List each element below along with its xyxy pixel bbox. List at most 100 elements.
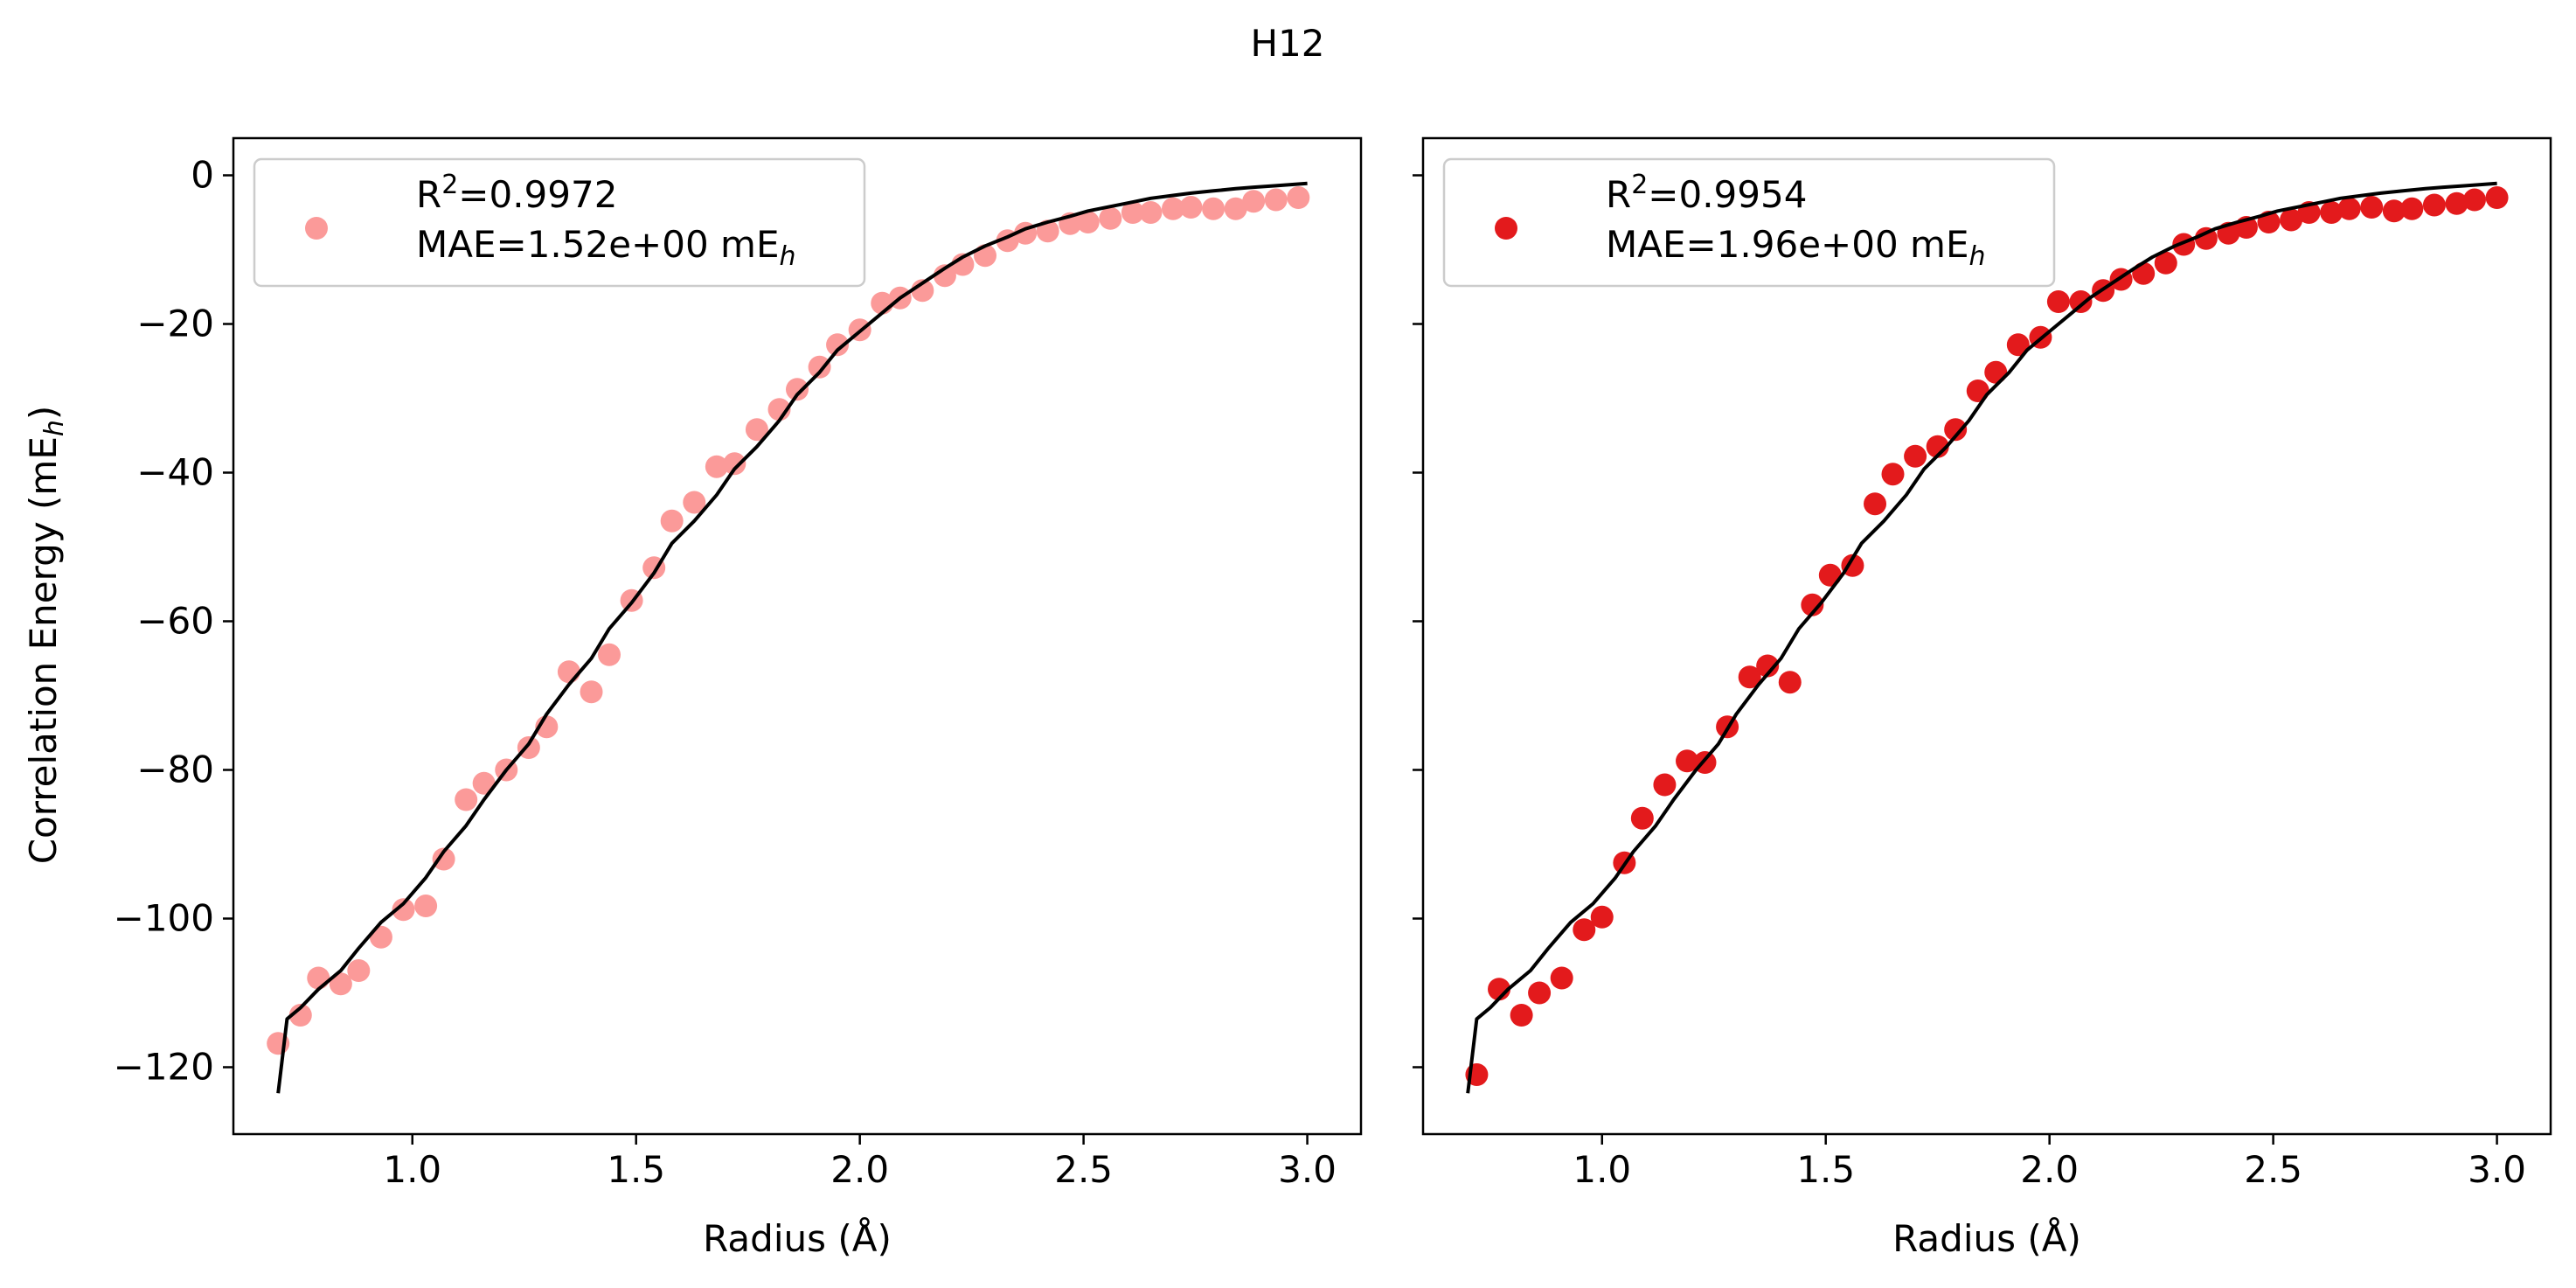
data-point — [329, 972, 352, 996]
data-point — [1162, 197, 1184, 220]
data-point — [1590, 905, 1614, 929]
data-point — [1224, 197, 1247, 220]
data-point — [826, 333, 850, 357]
data-point — [517, 736, 540, 759]
x-tick-label: 2.0 — [2020, 1148, 2079, 1191]
fit-line — [276, 181, 1308, 1094]
data-point — [1801, 593, 1824, 616]
legend-box — [253, 157, 866, 288]
data-point — [2445, 191, 2468, 215]
x-axis-label: Radius (Å) — [1892, 1216, 2081, 1260]
data-point — [1904, 444, 1927, 468]
legend-mae: MAE=1.52e+00 mEh — [416, 223, 796, 272]
data-point — [1738, 665, 1761, 689]
x-tick-label: 2.5 — [2244, 1148, 2302, 1191]
data-point — [660, 509, 684, 533]
data-point — [598, 643, 621, 666]
data-point — [2400, 197, 2424, 220]
data-point — [1756, 654, 1780, 678]
data-point — [1653, 773, 1677, 797]
data-point — [1864, 492, 1887, 516]
data-point — [288, 1004, 312, 1027]
x-axis-label: Radius (Å) — [703, 1216, 892, 1260]
data-point — [432, 847, 455, 871]
data-point — [2462, 188, 2486, 212]
data-point — [1510, 1004, 1533, 1027]
data-point — [786, 378, 809, 401]
data-point — [1099, 206, 1122, 230]
data-point — [1841, 553, 1864, 577]
data-point — [1202, 197, 1226, 220]
x-tick-label: 2.5 — [1054, 1148, 1113, 1191]
legend-marker — [305, 217, 328, 240]
data-point — [2194, 226, 2218, 250]
data-point — [1287, 186, 1310, 209]
y-axis-label-sub: h — [39, 420, 70, 436]
y-tick-label: −20 — [136, 303, 214, 345]
y-axis-label-main: Correlation Energy (mE — [22, 436, 65, 864]
data-point — [705, 455, 728, 478]
data-point — [1573, 918, 1596, 942]
data-point — [723, 452, 746, 476]
data-point — [1139, 201, 1163, 224]
data-point — [1121, 201, 1144, 224]
data-point — [2337, 197, 2361, 220]
data-point — [2154, 251, 2177, 275]
legend-box — [1442, 157, 2056, 288]
left-panel: 1.0 1.5 2.0 2.5 3.0 0 −20 −40 −60 −80 −100 −120 Radi… — [114, 136, 1363, 1260]
data-point — [392, 898, 415, 922]
data-point — [1630, 806, 1654, 830]
data-point — [1242, 190, 1266, 213]
figure-title: H12 — [1250, 22, 1324, 65]
legend-marker — [1495, 217, 1517, 240]
legend-r2: R2=0.9954 — [1606, 170, 1807, 216]
data-point — [1550, 966, 1573, 990]
x-tick-label: 2.0 — [830, 1148, 889, 1191]
data-point — [307, 966, 330, 990]
data-point — [1076, 211, 1100, 234]
plot-frame — [232, 136, 1363, 1136]
y-tick-label: −100 — [114, 897, 214, 940]
legend-r2: R2=0.9972 — [416, 170, 617, 216]
data-point — [808, 355, 831, 379]
x-tick-label: 1.0 — [383, 1148, 441, 1191]
data-point — [2360, 196, 2384, 219]
data-point — [347, 959, 371, 982]
right-panel: 1.0 1.5 2.0 2.5 3.0 Radius (Å) R2=0.9954 MAE=1.… — [1413, 136, 2552, 1260]
x-tick-label: 1.5 — [1796, 1148, 1855, 1191]
x-tick-label: 1.5 — [607, 1148, 665, 1191]
y-tick-label: −80 — [136, 748, 214, 791]
data-point — [414, 895, 438, 918]
data-point — [1264, 188, 1288, 212]
y-tick-label: −60 — [136, 600, 214, 643]
data-point — [1528, 981, 1552, 1005]
x-tick-label: 1.0 — [1573, 1148, 1631, 1191]
legend-mae: MAE=1.96e+00 mEh — [1606, 223, 1986, 272]
y-tick-label: −120 — [114, 1046, 214, 1089]
y-tick-label: 0 — [191, 154, 214, 197]
fit-line — [1466, 181, 2497, 1094]
data-point — [2422, 193, 2446, 217]
data-point — [2046, 290, 2070, 313]
data-point — [557, 660, 580, 684]
x-tick-label: 3.0 — [1278, 1148, 1337, 1191]
data-point — [2006, 333, 2030, 357]
y-axis-label: Correlation Energy (mEh) — [22, 406, 70, 865]
data-point — [580, 680, 603, 704]
data-point — [2069, 290, 2093, 313]
data-point — [2132, 261, 2156, 285]
data-point — [1676, 749, 1699, 773]
data-point — [472, 771, 496, 795]
data-point — [1778, 671, 1802, 694]
data-point — [455, 788, 478, 811]
plot-frame — [1421, 136, 2552, 1136]
data-point — [2382, 199, 2406, 223]
y-tick-label: −40 — [136, 451, 214, 494]
data-point — [745, 418, 768, 442]
data-point — [2280, 208, 2303, 232]
data-point — [683, 491, 706, 514]
y-axis-label-close: ) — [22, 406, 65, 420]
data-point — [1179, 196, 1203, 219]
data-point — [1944, 418, 1968, 442]
